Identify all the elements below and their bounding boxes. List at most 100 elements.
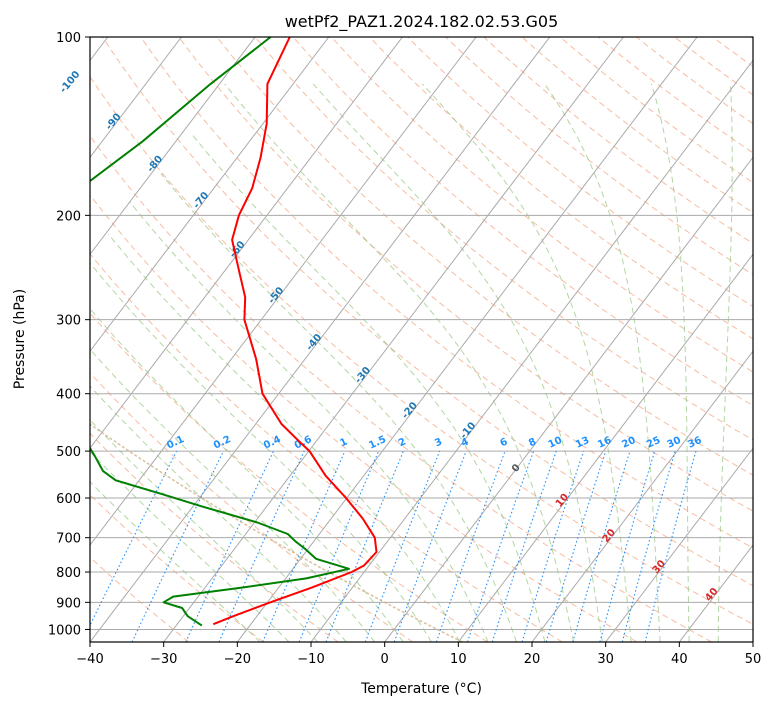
x-tick-label: −30 [150,652,177,667]
isotherm-line [236,37,698,642]
warm-isotherm-label: 30 [651,558,668,576]
isotherm-line [163,37,624,642]
isotherm-label: -60 [228,239,248,260]
dry-adiabat [140,37,753,549]
mixing-ratio-label: 0.1 [165,434,186,451]
mixing-ratio-line [90,450,178,627]
y-tick-label: 400 [56,388,81,403]
isotherm-line [90,37,477,546]
mixing-ratio-label: 0.4 [262,434,283,451]
mixing-ratio-line [599,450,656,642]
y-tick-label: 200 [56,209,81,224]
isotherm-label: -30 [353,365,373,386]
x-tick-label: 0 [381,652,389,667]
mixing-ratio-label: 3 [433,436,444,449]
y-tick-label: 600 [56,492,81,507]
mixing-ratio-label: 2 [397,436,408,449]
y-tick-label: 700 [56,532,81,547]
x-tick-label: 30 [597,652,614,667]
isotherm-line [310,59,753,642]
moist-adiabat [312,83,603,642]
isotherm-line [752,641,753,642]
mixing-ratio-line [466,450,535,642]
dry-adiabat [90,75,753,625]
mixing-ratio-line [262,450,346,642]
mixing-ratio-line [325,450,404,642]
y-tick-label: 100 [56,31,81,46]
mixing-ratio-label: 4 [460,436,471,449]
moist-adiabat [90,262,432,642]
y-tick-label: 1000 [48,623,81,638]
moist-adiabat [544,83,661,642]
x-axis-ticks: −40 −30 −20 −10 0 10 20 30 40 50 [76,642,761,667]
warm-isotherm-label: 10 [554,492,571,510]
dewpoint-line [90,37,350,627]
mixing-ratio-line [491,450,557,642]
isotherm-line [90,37,182,159]
dry-adiabat [407,37,753,308]
x-tick-label: 40 [671,652,688,667]
dry-adiabat [559,37,753,184]
dry-adiabat [712,37,753,68]
mixing-ratio-line [644,450,697,642]
x-axis-label: Temperature (°C) [360,681,482,697]
mixing-ratio-label: 36 [686,435,703,451]
x-tick-label: −20 [224,652,251,667]
mixing-ratio-label: 30 [666,435,683,451]
dry-adiabat [90,432,339,642]
mixing-ratio-label: 16 [596,435,613,451]
moist-adiabat [90,451,290,642]
y-tick-label: 300 [56,314,81,329]
chart-title: wetPf2_PAZ1.2024.182.02.53.G05 [285,12,559,32]
moist-adiabat [107,233,461,642]
mixing-ratio-line [545,450,607,642]
dry-adiabat [90,556,190,642]
dry-adiabat [445,37,753,276]
mixing-ratio-line [298,450,380,642]
x-tick-label: 10 [450,652,467,667]
moist-adiabat [90,385,347,642]
dry-adiabat [674,37,753,96]
background-lines [90,37,753,642]
y-tick-label: 800 [56,566,81,581]
mixing-ratio-line [218,450,305,642]
dry-adiabat [254,37,753,441]
temperature-line [212,37,378,626]
dry-adiabat [521,37,753,214]
dry-adiabat [102,37,753,587]
isotherm-line [90,37,551,642]
mixing-ratio-line [435,450,506,642]
isotherm-line [90,37,403,449]
isotherm-label: -70 [191,190,211,211]
moist-adiabat [129,201,489,642]
isotherm-line [605,447,753,642]
mixing-ratio-label: 10 [547,435,564,451]
profile-lines [90,37,378,627]
mixing-ratio-line [364,450,441,642]
dry-adiabat [292,37,753,407]
dry-adiabat [90,253,563,642]
x-tick-label: −40 [76,652,103,667]
x-tick-label: 50 [745,652,762,667]
plot-frame [89,36,754,643]
dry-adiabat [369,37,753,340]
mixing-ratio-label: 6 [499,436,510,449]
y-tick-label: 900 [56,596,81,611]
isotherm-line [531,350,753,642]
moist-adiabat [717,83,733,642]
isotherm-line [384,156,753,642]
dry-adiabat [331,37,753,373]
isotherm-line [457,253,753,642]
mixing-ratio-labels: 0.1 0.2 0.4 0.6 1 1.5 2 3 4 6 8 10 13 16 20 25 30 36 [165,434,703,451]
mixing-ratio-line [521,450,585,642]
dry-adiabat [597,37,753,154]
dry-adiabat [750,37,753,40]
isotherm-label: -20 [400,400,420,421]
isotherm-label: -90 [104,111,124,132]
x-tick-label: 20 [524,652,541,667]
moist-adiabat [650,83,690,642]
mixing-ratio-label: 8 [527,436,538,449]
y-axis-ticks: 100 200 300 400 500 600 700 800 900 1000 [48,31,90,638]
